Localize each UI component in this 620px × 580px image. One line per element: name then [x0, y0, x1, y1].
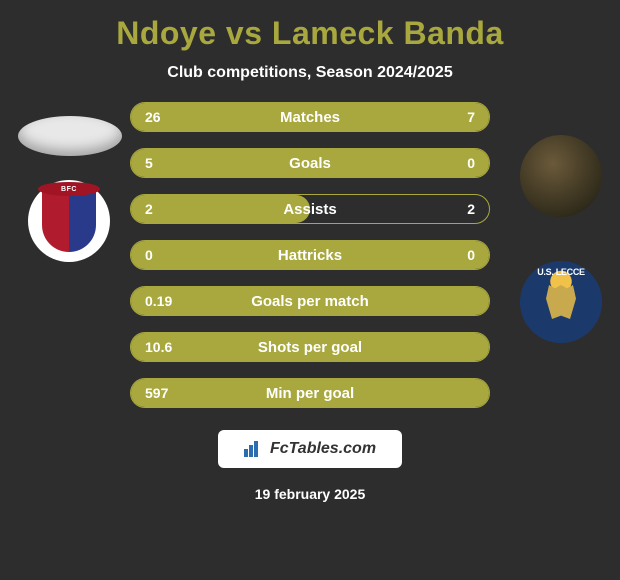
- club-left-badge: BFC: [28, 180, 110, 262]
- stat-row: 2Assists2: [130, 194, 490, 224]
- stat-label: Hattricks: [191, 247, 429, 264]
- stat-row: 10.6Shots per goal: [130, 332, 490, 362]
- club-right-badge: U.S. LECCE: [520, 261, 602, 343]
- stat-left-value: 26: [131, 109, 191, 125]
- stat-label: Goals: [191, 155, 429, 172]
- site-badge-text: FcTables.com: [270, 440, 376, 458]
- stat-row: 0Hattricks0: [130, 240, 490, 270]
- stat-right-value: 0: [429, 155, 489, 171]
- stat-label: Matches: [191, 109, 429, 126]
- page-subtitle: Club competitions, Season 2024/2025: [167, 64, 452, 82]
- stat-row: 5Goals0: [130, 148, 490, 178]
- stat-left-value: 0: [131, 247, 191, 263]
- date-label: 19 february 2025: [255, 486, 366, 502]
- stat-label: Min per goal: [191, 385, 429, 402]
- stat-right-value: 0: [429, 247, 489, 263]
- stat-left-value: 5: [131, 155, 191, 171]
- stat-label: Assists: [191, 201, 429, 218]
- stat-row: 0.19Goals per match: [130, 286, 490, 316]
- club-left-text: BFC: [42, 186, 96, 193]
- bologna-shield-icon: BFC: [42, 190, 96, 252]
- page-title: Ndoye vs Lameck Banda: [116, 15, 504, 52]
- comparison-card: Ndoye vs Lameck Banda Club competitions,…: [0, 0, 620, 580]
- stat-right-value: 7: [429, 109, 489, 125]
- stat-right-value: 2: [429, 201, 489, 217]
- stat-row: 26Matches7: [130, 102, 490, 132]
- player-left-avatar: [18, 116, 122, 156]
- lecce-wolf-icon: [546, 285, 576, 319]
- club-right-text: U.S. LECCE: [520, 267, 602, 277]
- stat-label: Shots per goal: [191, 339, 429, 356]
- site-badge[interactable]: FcTables.com: [218, 430, 402, 468]
- stat-left-value: 597: [131, 385, 191, 401]
- stat-left-value: 0.19: [131, 293, 191, 309]
- stat-label: Goals per match: [191, 293, 429, 310]
- stat-row: 597Min per goal: [130, 378, 490, 408]
- fctables-logo-icon: [244, 441, 264, 457]
- player-right-avatar: [520, 135, 602, 217]
- stat-left-value: 2: [131, 201, 191, 217]
- stat-left-value: 10.6: [131, 339, 191, 355]
- stats-block: 26Matches75Goals02Assists20Hattricks00.1…: [130, 102, 490, 408]
